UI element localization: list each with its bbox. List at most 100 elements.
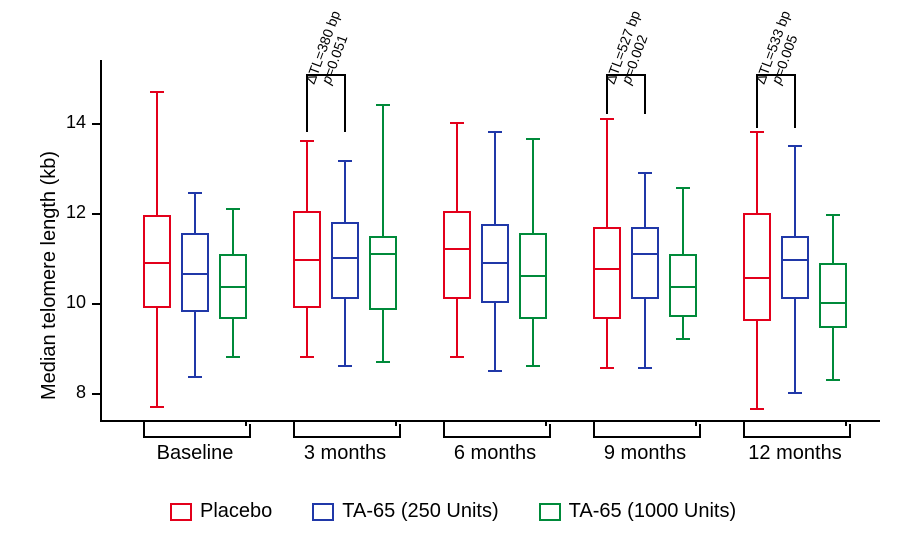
chart-container: 8 10 12 14Median telomere length (kb) Baseli… (0, 0, 920, 550)
y-tick (92, 303, 100, 305)
legend: Placebo TA-65 (250 Units) TA-65 (1000 Unit… (170, 500, 736, 523)
whisker-cap-top (526, 138, 540, 140)
timepoint-label: 9 months (604, 442, 686, 465)
median-line (519, 275, 547, 277)
group-bracket-tick (293, 420, 295, 426)
whisker-cap-top (338, 160, 352, 162)
annotation-leg (794, 74, 796, 128)
median-line (443, 248, 471, 250)
box (331, 222, 359, 299)
median-line (593, 268, 621, 270)
group-bracket-tick (395, 420, 397, 426)
x-axis (100, 420, 880, 422)
legend-item: TA-65 (250 Units) (312, 500, 498, 523)
box (481, 224, 509, 303)
whisker-cap-top (826, 214, 840, 216)
group-bracket (743, 424, 851, 438)
timepoint-label: Baseline (157, 442, 234, 465)
group-bracket (593, 424, 701, 438)
median-line (331, 257, 359, 259)
legend-swatch (539, 503, 561, 521)
whisker-cap-bottom (788, 392, 802, 394)
median-line (743, 277, 771, 279)
group-bracket-tick (593, 420, 595, 426)
whisker-cap-bottom (826, 379, 840, 381)
whisker-cap-bottom (676, 338, 690, 340)
box (819, 263, 847, 328)
y-tick-label: 14 (66, 112, 86, 133)
whisker-cap-bottom (338, 365, 352, 367)
median-line (181, 273, 209, 275)
y-tick-label: 8 (76, 382, 86, 403)
annotation-leg (644, 74, 646, 115)
y-tick (92, 123, 100, 125)
whisker-cap-bottom (488, 370, 502, 372)
whisker-cap-top (150, 91, 164, 93)
group-bracket-tick (845, 420, 847, 426)
median-line (631, 253, 659, 255)
whisker-cap-top (488, 131, 502, 133)
group-bracket (293, 424, 401, 438)
legend-label: TA-65 (250 Units) (342, 500, 498, 523)
median-line (293, 259, 321, 261)
median-line (143, 262, 171, 264)
median-line (481, 262, 509, 264)
whisker-cap-bottom (750, 408, 764, 410)
whisker-cap-top (226, 208, 240, 210)
median-line (781, 259, 809, 261)
whisker-cap-top (300, 140, 314, 142)
y-tick-label: 12 (66, 202, 86, 223)
whisker-cap-bottom (300, 356, 314, 358)
box (669, 254, 697, 317)
box (743, 213, 771, 321)
whisker-cap-top (600, 118, 614, 120)
group-bracket (143, 424, 251, 438)
whisker-cap-bottom (188, 376, 202, 378)
group-bracket-tick (545, 420, 547, 426)
timepoint-label: 6 months (454, 442, 536, 465)
legend-label: TA-65 (1000 Units) (569, 500, 736, 523)
whisker-cap-top (188, 192, 202, 194)
box (369, 236, 397, 310)
median-line (669, 286, 697, 288)
y-tick-label: 10 (66, 292, 86, 313)
group-bracket (443, 424, 551, 438)
whisker-line (382, 105, 384, 362)
annotation-leg (344, 74, 346, 133)
whisker-cap-top (676, 187, 690, 189)
y-tick (92, 213, 100, 215)
whisker-cap-top (750, 131, 764, 133)
y-tick (92, 393, 100, 395)
whisker-cap-bottom (450, 356, 464, 358)
whisker-cap-bottom (638, 367, 652, 369)
legend-item: Placebo (170, 500, 272, 523)
whisker-cap-top (638, 172, 652, 174)
legend-item: TA-65 (1000 Units) (539, 500, 736, 523)
group-bracket-tick (143, 420, 145, 426)
whisker-cap-bottom (226, 356, 240, 358)
y-axis (100, 60, 102, 420)
group-bracket-tick (245, 420, 247, 426)
y-axis-label: Median telomere length (kb) (38, 151, 61, 400)
box (631, 227, 659, 299)
timepoint-label: 12 months (748, 442, 841, 465)
whisker-cap-bottom (600, 367, 614, 369)
legend-label: Placebo (200, 500, 272, 523)
box (443, 211, 471, 299)
median-line (819, 302, 847, 304)
legend-swatch (312, 503, 334, 521)
box (593, 227, 621, 319)
group-bracket-tick (743, 420, 745, 426)
whisker-cap-bottom (526, 365, 540, 367)
group-bracket-tick (443, 420, 445, 426)
group-bracket-tick (695, 420, 697, 426)
whisker-cap-bottom (150, 406, 164, 408)
whisker-cap-top (788, 145, 802, 147)
legend-swatch (170, 503, 192, 521)
whisker-cap-top (450, 122, 464, 124)
median-line (219, 286, 247, 288)
timepoint-label: 3 months (304, 442, 386, 465)
box (781, 236, 809, 299)
whisker-cap-bottom (376, 361, 390, 363)
whisker-cap-top (376, 104, 390, 106)
